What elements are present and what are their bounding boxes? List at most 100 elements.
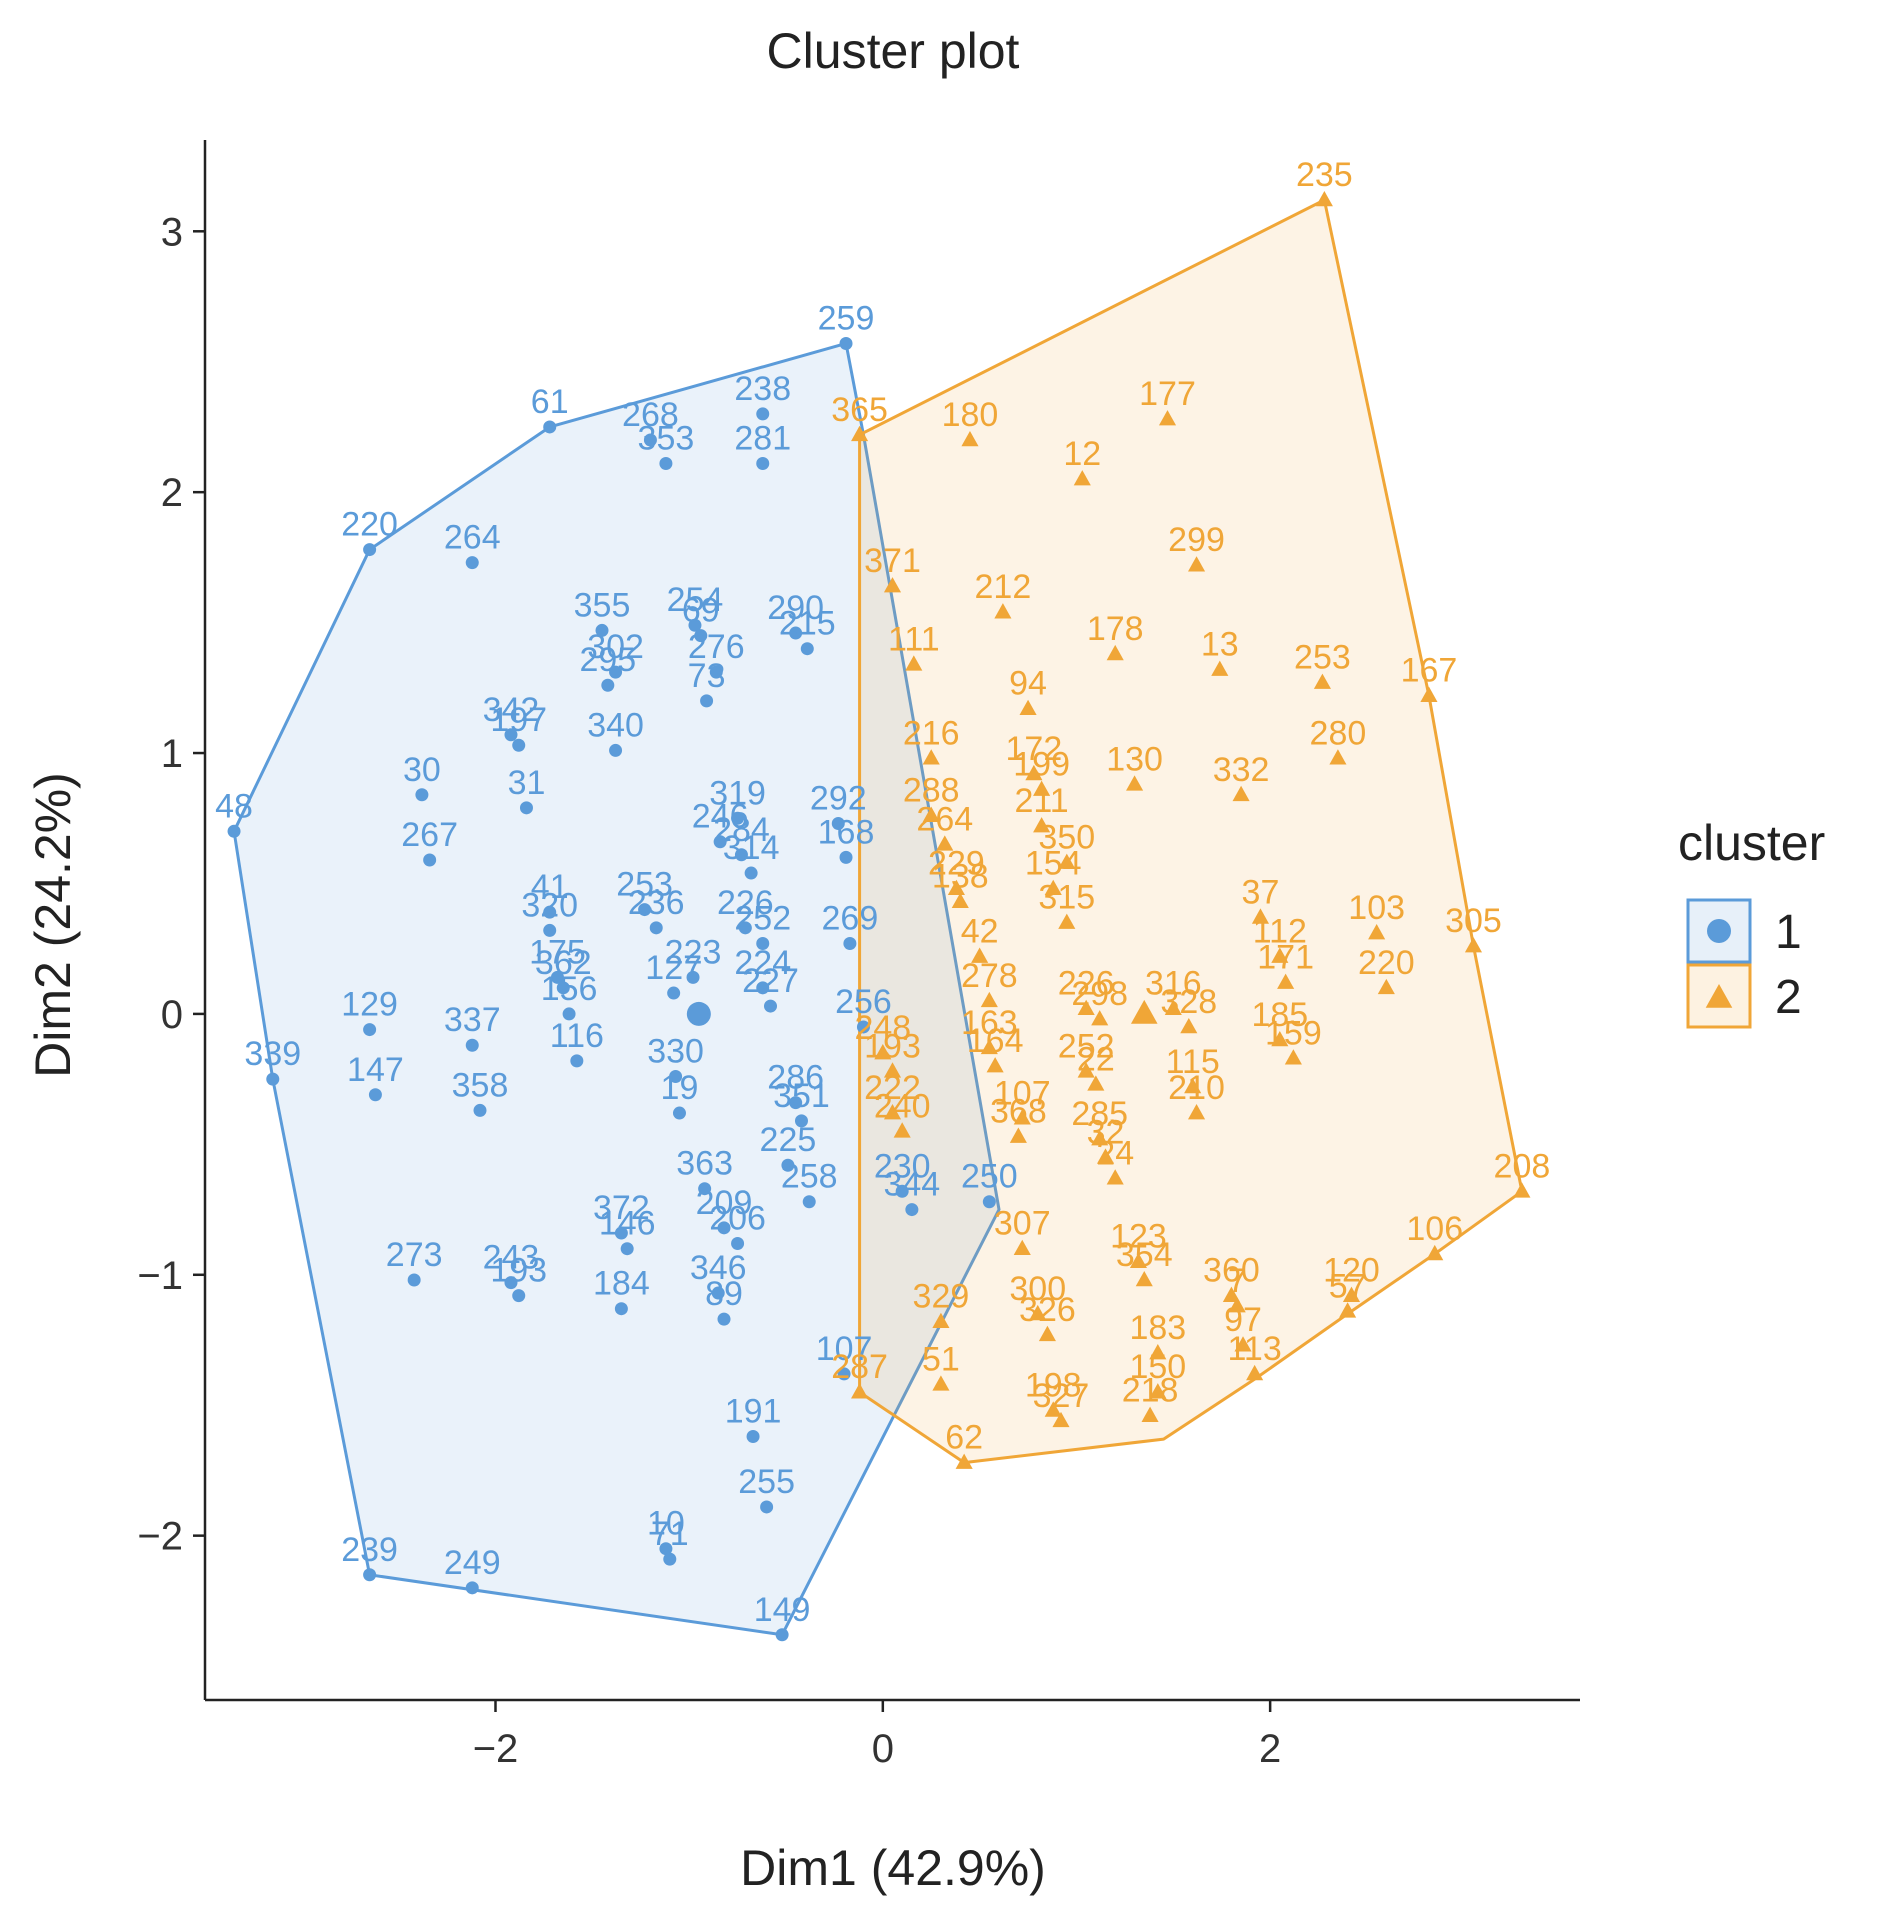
cluster-2-point-label: 315: [1038, 879, 1095, 917]
cluster-1-point-label: 284: [713, 811, 770, 849]
cluster-1-point-label: 89: [705, 1275, 743, 1313]
cluster-1-centroid: [686, 1001, 711, 1026]
cluster-1-point-label: 10: [647, 1505, 685, 1543]
cluster-1-point: [734, 848, 748, 862]
cluster-1-point-label: 223: [665, 933, 722, 971]
cluster-2-point: [961, 431, 979, 447]
cluster-1-point: [407, 1273, 421, 1287]
cluster-1-point-label: 61: [531, 383, 569, 421]
cluster-2-point: [1187, 1104, 1206, 1120]
cluster-2-point: [1342, 1286, 1361, 1302]
cluster-2-point-label: 240: [874, 1087, 931, 1125]
cluster-1-point: [473, 1103, 487, 1117]
cluster-1-point: [760, 1500, 774, 1514]
cluster-2-point: [1073, 470, 1091, 486]
cluster-1-point: [856, 1020, 870, 1034]
cluster-1-point: [746, 1430, 760, 1444]
cluster-1-point: [713, 835, 727, 849]
cluster-2-point: [986, 1057, 1004, 1073]
cluster-1-point-label: 330: [647, 1033, 704, 1071]
cluster-2-point: [1277, 973, 1295, 989]
cluster-1-point: [667, 986, 681, 1000]
cluster-1-point: [363, 543, 377, 557]
cluster-2-point: [994, 603, 1012, 619]
cluster-1-point-label: 363: [676, 1145, 733, 1183]
cluster-1-point-label: 268: [622, 396, 679, 434]
cluster-1-point: [601, 678, 615, 692]
cluster-2-point: [1271, 1031, 1289, 1047]
cluster-1-point: [756, 981, 770, 995]
cluster-2-point-label: 208: [1494, 1147, 1551, 1185]
cluster-2-point-label: 7: [1228, 1262, 1247, 1300]
cluster-2-point: [1184, 1077, 1202, 1094]
cluster-1-point: [794, 1114, 808, 1128]
cluster-1-point: [423, 853, 437, 867]
cluster-2-point-label: 264: [916, 800, 973, 838]
cluster-2-point: [1513, 1182, 1531, 1198]
cluster-2-point-label: 120: [1323, 1252, 1380, 1290]
cluster-1-point: [775, 1628, 789, 1642]
cluster-1-point-label: 156: [541, 970, 598, 1008]
cluster-2-point-label: 199: [1013, 746, 1070, 784]
cluster-2-point: [980, 991, 998, 1008]
cluster-2-point: [851, 1383, 869, 1399]
cluster-2-point-label: 164: [967, 1022, 1024, 1060]
cluster-2-point-label: 212: [975, 568, 1032, 606]
cluster-1-point: [837, 1367, 851, 1381]
cluster-1-point-label: 107: [816, 1330, 873, 1368]
cluster-2-point: [936, 835, 954, 851]
cluster-2-point-label: 180: [942, 396, 999, 434]
cluster-2-point-label: 171: [1257, 939, 1314, 977]
cluster-1-point-label: 69: [682, 592, 720, 630]
cluster-1-point-label: 73: [688, 657, 726, 695]
cluster-2-point: [1058, 913, 1076, 929]
cluster-1-point: [649, 921, 663, 935]
cluster-1-point-label: 276: [688, 628, 745, 666]
cluster-2-point-label: 106: [1406, 1210, 1463, 1248]
cluster-1-point-label: 230: [874, 1147, 931, 1185]
cluster-1-point-label: 243: [483, 1239, 540, 1277]
cluster-1-point: [415, 788, 429, 802]
x-tick-label: 0: [872, 1727, 894, 1771]
cluster-2-point-label: 113: [1228, 1330, 1282, 1368]
cluster-1-point-label: 256: [835, 983, 892, 1021]
cluster-2-point: [1251, 908, 1270, 924]
cluster-2-hull: [858, 198, 1524, 1465]
cluster-2-point-label: 138: [932, 858, 989, 896]
cluster-1-point: [465, 556, 479, 570]
cluster-2-point-label: 252: [1058, 1027, 1115, 1065]
cluster-1-point: [227, 824, 241, 838]
cluster-2-point: [1164, 999, 1182, 1015]
legend: cluster 1 2: [1678, 815, 1825, 1029]
cluster-1-point-label: 281: [734, 419, 791, 457]
cluster-1-point-label: 337: [444, 1001, 501, 1039]
cluster-1-point-label: 71: [651, 1515, 689, 1553]
cluster-1-point-label: 236: [628, 884, 685, 922]
cluster-1-point-label: 253: [616, 866, 673, 904]
cluster-2-point: [1091, 1130, 1109, 1146]
y-axis-title: Dim2 (24.2%): [25, 772, 81, 1078]
cluster-2-point-label: 94: [1009, 665, 1047, 703]
cluster-1-point-label: 184: [593, 1265, 650, 1303]
cluster-1-point-label: 254: [667, 581, 724, 619]
x-axis-title: Dim1 (42.9%): [740, 1840, 1046, 1896]
cluster-1-point-label: 191: [725, 1393, 782, 1431]
cluster-1-point: [672, 1106, 686, 1120]
cluster-1-point: [831, 816, 845, 830]
cluster-1-point-label: 226: [717, 884, 774, 922]
cluster-2-point: [1019, 699, 1037, 715]
cluster-1-point-label: 116: [550, 1017, 604, 1055]
cluster-1-point-label: 206: [709, 1199, 766, 1237]
cluster-1-point: [512, 1289, 526, 1303]
cluster-1-point-label: 353: [638, 419, 695, 457]
cluster-1-point: [504, 1276, 518, 1290]
cluster-2-point: [893, 1122, 911, 1138]
cluster-2-point-label: 350: [1038, 819, 1095, 857]
cluster-2-point-label: 298: [1071, 975, 1128, 1013]
cluster-2-point-label: 332: [1213, 751, 1270, 789]
cluster-1-point: [982, 1195, 996, 1209]
cluster-2-point: [1187, 556, 1206, 572]
cluster-1-point: [659, 456, 673, 470]
cluster-2-point: [922, 806, 940, 822]
cluster-1-point-label: 358: [452, 1066, 509, 1104]
